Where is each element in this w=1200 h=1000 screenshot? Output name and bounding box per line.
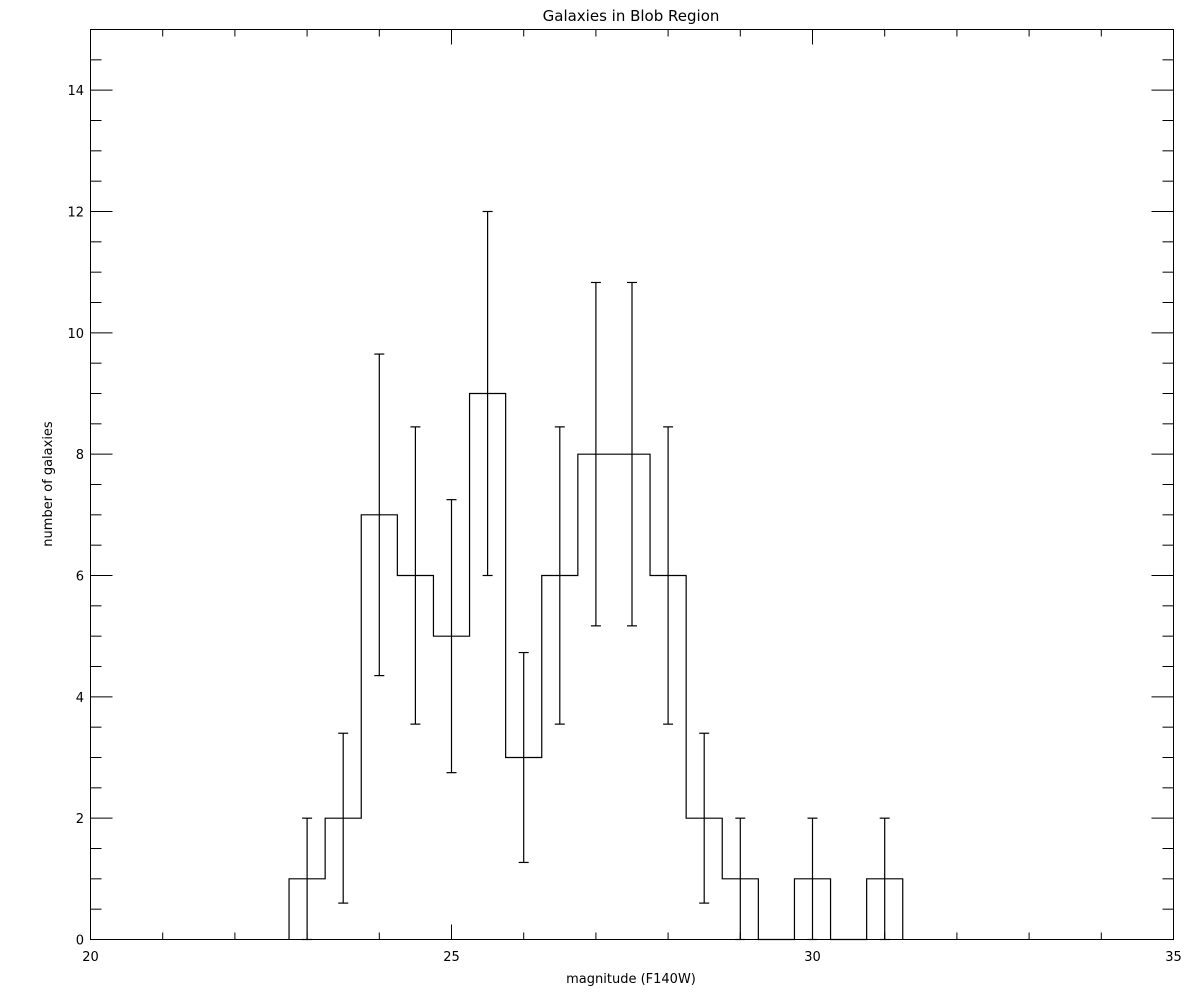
axis-tick-labels: 20 25 30 35 0 2 4 6 8 10 12 14 [67,84,1181,965]
x-axis-label: magnitude (F140W) [566,972,696,987]
y-tick-label: 6 [76,570,84,585]
y-tick-label: 8 [76,448,84,463]
error-bars [302,210,890,941]
y-tick-label: 12 [67,206,84,221]
axis-ticks [90,29,1174,940]
x-tick-label: 25 [443,950,460,965]
x-tick-label: 20 [82,950,99,965]
histogram-outline [288,392,904,941]
y-tick-label: 2 [76,812,84,827]
chart-title: Galaxies in Blob Region [543,7,720,25]
y-tick-label: 10 [67,327,84,342]
y-axis-label: number of galaxies [41,421,56,547]
x-tick-label: 30 [804,950,821,965]
y-tick-label: 14 [67,84,84,99]
x-tick-label: 35 [1165,950,1182,965]
y-tick-label: 0 [76,934,84,949]
y-tick-label: 4 [76,691,84,706]
